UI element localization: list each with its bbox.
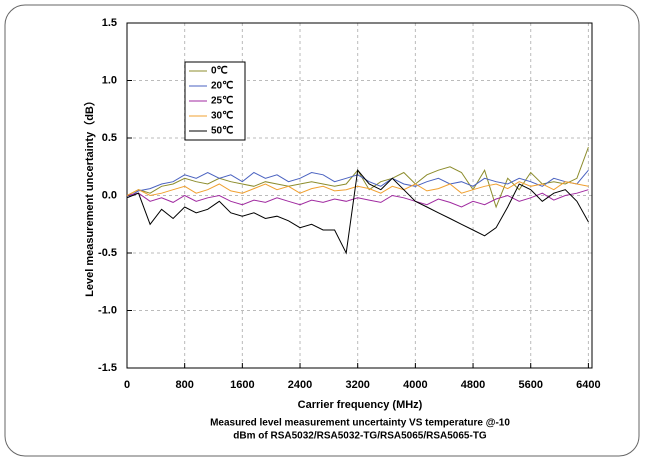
x-tick-label: 3200 xyxy=(345,379,369,391)
series-line xyxy=(126,169,589,199)
series-line xyxy=(126,169,589,255)
y-axis-label: Level measurement uncertainty（dB） xyxy=(83,95,96,297)
x-tick-label: 6400 xyxy=(576,379,600,391)
y-tick-label: 0.0 xyxy=(102,189,117,201)
x-axis-label: Carrier frequency (MHz) xyxy=(298,399,423,411)
caption: Measured level measurement uncertainty V… xyxy=(210,418,510,429)
y-tick-label: 0.5 xyxy=(102,132,117,144)
y-tick-label: -1.5 xyxy=(98,362,117,374)
x-tick-label: 1600 xyxy=(230,379,254,391)
x-tick-label: 4800 xyxy=(461,379,485,391)
y-tick-label: 1.0 xyxy=(102,74,117,86)
series-line xyxy=(126,181,589,197)
x-tick-label: 2400 xyxy=(288,379,312,391)
x-tick-label: 5600 xyxy=(518,379,542,391)
y-tick-label: -0.5 xyxy=(98,247,117,259)
x-tick-label: 4000 xyxy=(403,379,427,391)
legend-label: 25℃ xyxy=(211,96,233,107)
legend-label: 20℃ xyxy=(211,81,233,92)
legend-label: 30℃ xyxy=(211,111,233,122)
series-line xyxy=(126,189,589,208)
y-tick-label: 1.5 xyxy=(102,17,117,29)
legend-label: 50℃ xyxy=(211,126,233,137)
x-tick-label: 0 xyxy=(124,379,130,391)
frame xyxy=(4,4,640,457)
legend-label: 0℃ xyxy=(211,66,228,77)
y-tick-label: -1.0 xyxy=(98,304,117,316)
caption: dBm of RSA5032/RSA5032-TG/RSA5065/RSA506… xyxy=(233,431,487,442)
x-tick-label: 800 xyxy=(175,379,193,391)
